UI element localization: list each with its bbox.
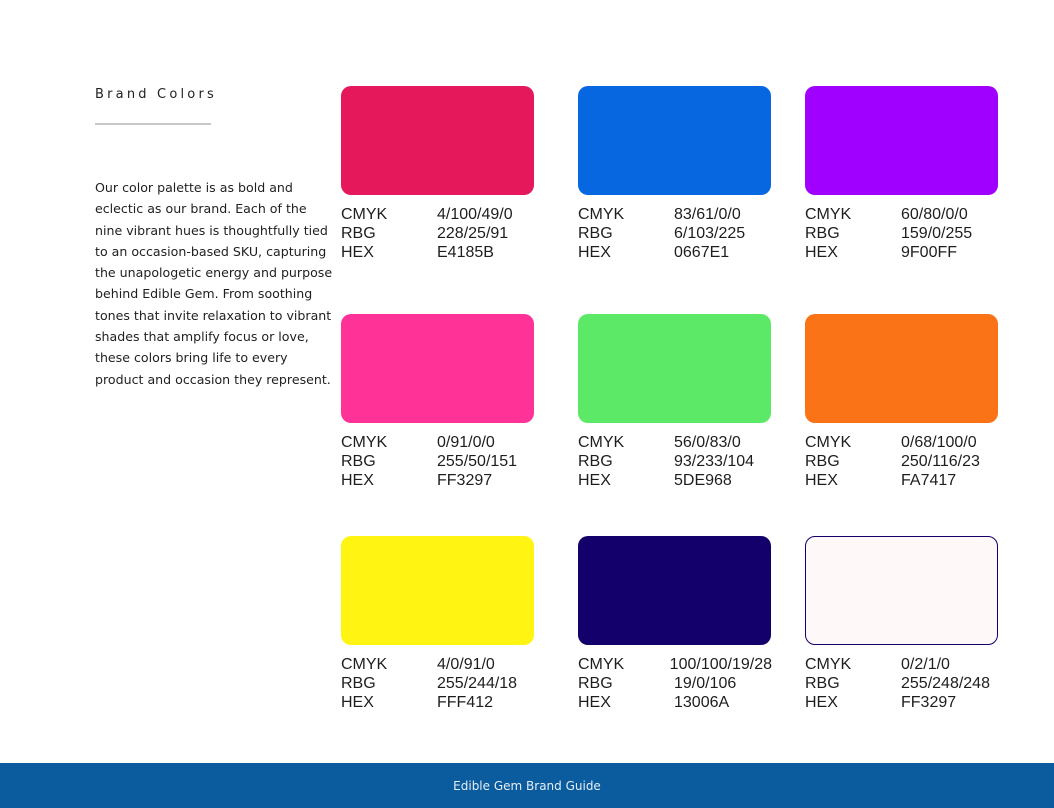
rbg-value: 19/0/106 (674, 675, 737, 692)
hex-value: FF3297 (901, 694, 957, 711)
cmyk-label: CMYK (805, 434, 852, 451)
cmyk-value: 56/0/83/0 (674, 434, 741, 451)
hex-label: HEX (805, 244, 838, 261)
rbg-value: 93/233/104 (674, 453, 755, 470)
color-card-8: CMYK 100/100/19/28 RBG 19/0/106 HEX 13006A (578, 536, 772, 712)
cmyk-value: 100/100/19/28 (669, 656, 772, 673)
cmyk-value: 0/68/100/0 (901, 434, 977, 451)
rbg-label: RBG (805, 225, 840, 242)
rbg-value: 255/244/18 (437, 675, 518, 692)
hex-value: FFF412 (437, 694, 494, 711)
rbg-label: RBG (341, 225, 376, 242)
hex-value: 5DE968 (674, 472, 732, 489)
color-swatch (578, 86, 771, 195)
cmyk-label: CMYK (805, 656, 852, 673)
hex-label: HEX (805, 472, 838, 489)
color-swatch (805, 536, 998, 645)
color-card-6: CMYK 0/68/100/0 RBG 250/116/23 HEX FA7417 (805, 314, 999, 490)
cmyk-label: CMYK (578, 434, 625, 451)
hex-value: E4185B (437, 244, 494, 261)
color-card-4: CMYK 0/91/0/0 RBG 255/50/151 HEX FF3297 (341, 314, 535, 490)
hex-value: FF3297 (437, 472, 493, 489)
rbg-value: 228/25/91 (437, 225, 509, 242)
color-card-1: CMYK 4/100/49/0 RBG 228/25/91 HEX E4185B (341, 86, 535, 262)
hex-value: 13006A (674, 694, 730, 711)
cmyk-value: 83/61/0/0 (674, 206, 741, 223)
rbg-value: 255/248/248 (901, 675, 990, 692)
color-swatch (805, 314, 998, 423)
footer-bar: Edible Gem Brand Guide (0, 763, 1054, 808)
hex-value: FA7417 (901, 472, 957, 489)
rbg-label: RBG (578, 453, 613, 470)
rbg-label: RBG (805, 453, 840, 470)
color-swatch (341, 536, 534, 645)
cmyk-label: CMYK (805, 206, 852, 223)
cmyk-value: 60/80/0/0 (901, 206, 968, 223)
hex-value: 9F00FF (901, 244, 958, 261)
rbg-label: RBG (341, 675, 376, 692)
color-swatch (578, 314, 771, 423)
hex-label: HEX (578, 472, 611, 489)
color-card-9: CMYK 0/2/1/0 RBG 255/248/248 HEX FF3297 (805, 536, 999, 712)
footer-text: Edible Gem Brand Guide (453, 778, 601, 793)
rbg-label: RBG (805, 675, 840, 692)
cmyk-label: CMYK (578, 656, 625, 673)
hex-label: HEX (341, 244, 374, 261)
cmyk-value: 0/2/1/0 (901, 656, 950, 673)
cmyk-label: CMYK (341, 656, 388, 673)
color-card-2: CMYK 83/61/0/0 RBG 6/103/225 HEX 0667E1 (578, 86, 772, 262)
hex-label: HEX (341, 694, 374, 711)
rbg-label: RBG (578, 675, 613, 692)
section-title: Brand Colors (95, 87, 217, 102)
intro-paragraph: Our color palette is as bold and eclecti… (95, 180, 333, 387)
color-card-3: CMYK 60/80/0/0 RBG 159/0/255 HEX 9F00FF (805, 86, 999, 262)
title-divider (95, 123, 211, 125)
rbg-label: RBG (578, 225, 613, 242)
rbg-value: 250/116/23 (901, 453, 980, 470)
rbg-label: RBG (341, 453, 376, 470)
cmyk-label: CMYK (578, 206, 625, 223)
color-swatch (578, 536, 771, 645)
rbg-value: 6/103/225 (674, 225, 746, 242)
hex-label: HEX (341, 472, 374, 489)
cmyk-value: 4/100/49/0 (437, 206, 513, 223)
cmyk-value: 4/0/91/0 (437, 656, 495, 673)
hex-label: HEX (578, 244, 611, 261)
color-swatch (341, 86, 534, 195)
color-swatch (341, 314, 534, 423)
hex-label: HEX (805, 694, 838, 711)
cmyk-value: 0/91/0/0 (437, 434, 495, 451)
color-card-5: CMYK 56/0/83/0 RBG 93/233/104 HEX 5DE968 (578, 314, 772, 490)
rbg-value: 159/0/255 (901, 225, 973, 242)
color-swatch (805, 86, 998, 195)
color-card-7: CMYK 4/0/91/0 RBG 255/244/18 HEX FFF412 (341, 536, 535, 712)
hex-value: 0667E1 (674, 244, 730, 261)
cmyk-label: CMYK (341, 434, 388, 451)
rbg-value: 255/50/151 (437, 453, 518, 470)
cmyk-label: CMYK (341, 206, 388, 223)
hex-label: HEX (578, 694, 611, 711)
